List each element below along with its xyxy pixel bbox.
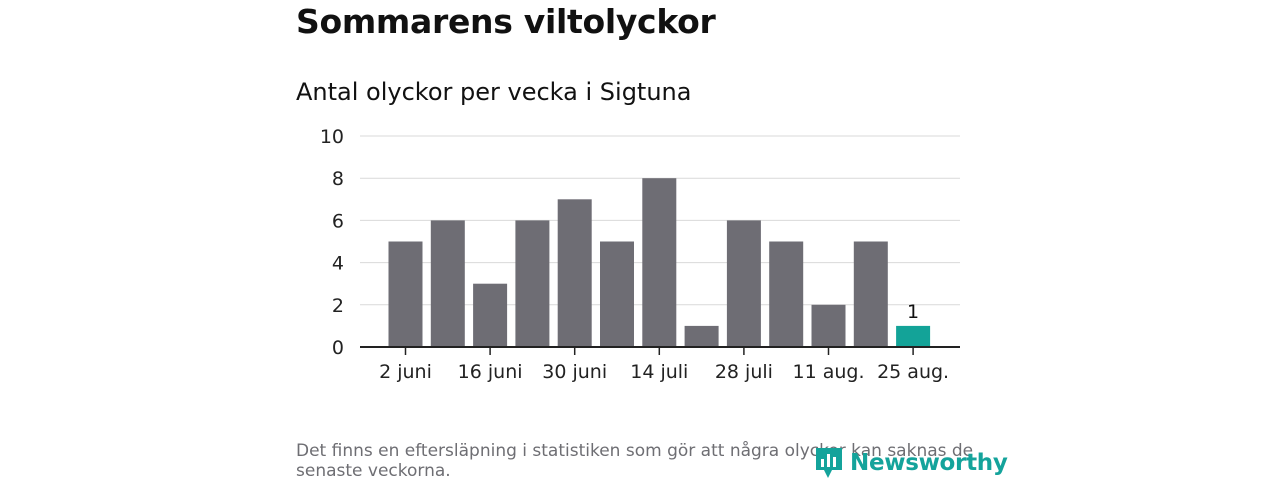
- bar: [726, 220, 761, 347]
- bar: [642, 178, 677, 347]
- newsworthy-logo[interactable]: Newsworthy: [814, 446, 1008, 480]
- y-tick-label: 0: [332, 337, 344, 359]
- data-label: 1: [907, 301, 919, 323]
- bar: [600, 241, 634, 347]
- y-tick-label: 6: [332, 210, 344, 232]
- bar: [684, 325, 719, 347]
- x-tick-label: 11 aug.: [792, 361, 864, 383]
- y-tick-label: 4: [332, 253, 344, 275]
- x-tick-label: 30 juni: [542, 361, 607, 383]
- bar: [853, 241, 888, 347]
- bar-chart: 0 2 4 6 8 10 2 juni 16 juni 30 juni 14 juli 28 jul…: [320, 126, 960, 383]
- x-tick-label: 14 juli: [630, 361, 688, 383]
- y-tick-label: 2: [332, 295, 344, 317]
- x-tick-label: 28 juli: [715, 361, 773, 383]
- bar: [896, 325, 931, 347]
- x-tick-label: 25 aug.: [877, 361, 949, 383]
- footnote: Det finns en eftersläpning i statistiken…: [296, 441, 974, 481]
- x-tick-label: 2 juni: [379, 361, 432, 383]
- bar: [388, 241, 423, 347]
- chart-title: Sommarens viltolyckor: [296, 2, 716, 41]
- bar: [430, 220, 465, 347]
- bar-chart-speech-icon: [816, 448, 842, 478]
- x-tick-label: 16 juni: [458, 361, 523, 383]
- y-tick-label: 8: [332, 168, 344, 190]
- bar: [515, 220, 550, 347]
- bar: [473, 283, 508, 347]
- y-tick-label: 10: [320, 126, 344, 148]
- bar: [557, 199, 592, 347]
- bar: [811, 304, 846, 347]
- logo-text: Newsworthy: [850, 450, 1008, 476]
- bar: [769, 241, 804, 347]
- chart-subtitle: Antal olyckor per vecka i Sigtuna: [296, 78, 692, 106]
